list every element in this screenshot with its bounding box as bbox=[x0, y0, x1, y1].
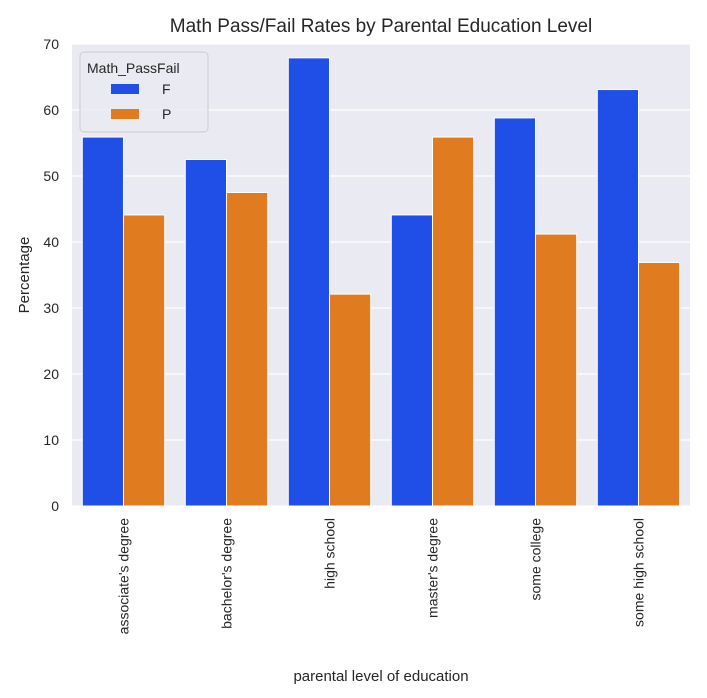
bar-f-0 bbox=[81, 136, 125, 507]
bar-f-4 bbox=[493, 117, 536, 507]
x-tick-label: some high school bbox=[631, 518, 647, 627]
bar-f-2 bbox=[287, 57, 330, 507]
bar-p-0 bbox=[123, 214, 166, 507]
x-ticks: associate's degree bachelor's degree high … bbox=[116, 518, 647, 635]
y-axis-label: Percentage bbox=[16, 237, 33, 314]
bars bbox=[81, 57, 681, 507]
legend: Math_PassFail F P bbox=[79, 51, 209, 133]
legend-swatch-p bbox=[111, 109, 139, 119]
grid-lines bbox=[72, 43, 690, 507]
x-tick-label: bachelor's degree bbox=[219, 518, 235, 629]
bar-p-2 bbox=[329, 293, 372, 507]
legend-swatch-f bbox=[111, 84, 139, 94]
x-axis-label: parental level of education bbox=[293, 668, 468, 685]
y-tick-label: 60 bbox=[43, 102, 59, 118]
chart-title: Math Pass/Fail Rates by Parental Educati… bbox=[170, 16, 592, 37]
y-tick-label: 20 bbox=[43, 366, 59, 382]
y-tick-label: 0 bbox=[51, 498, 59, 514]
y-tick-label: 70 bbox=[43, 36, 59, 52]
x-tick-label: associate's degree bbox=[116, 518, 132, 635]
x-tick-label: some college bbox=[528, 518, 544, 601]
bar-p-5 bbox=[638, 261, 681, 507]
bar-p-1 bbox=[226, 192, 269, 507]
y-tick-label: 50 bbox=[43, 168, 59, 184]
bar-f-1 bbox=[184, 159, 228, 507]
bar-p-3 bbox=[432, 136, 475, 507]
x-tick-label: master's degree bbox=[425, 518, 441, 618]
legend-label-f: F bbox=[162, 81, 171, 97]
legend-title: Math_PassFail bbox=[87, 60, 180, 76]
bar-f-3 bbox=[390, 214, 433, 507]
y-tick-label: 10 bbox=[43, 432, 59, 448]
bar-f-5 bbox=[596, 89, 639, 507]
bar-p-4 bbox=[535, 233, 578, 507]
y-ticks: 0 10 20 30 40 50 60 70 bbox=[43, 36, 59, 514]
x-tick-label: high school bbox=[322, 518, 338, 589]
y-tick-label: 30 bbox=[43, 300, 59, 316]
y-tick-label: 40 bbox=[43, 234, 59, 250]
legend-label-p: P bbox=[162, 106, 171, 122]
